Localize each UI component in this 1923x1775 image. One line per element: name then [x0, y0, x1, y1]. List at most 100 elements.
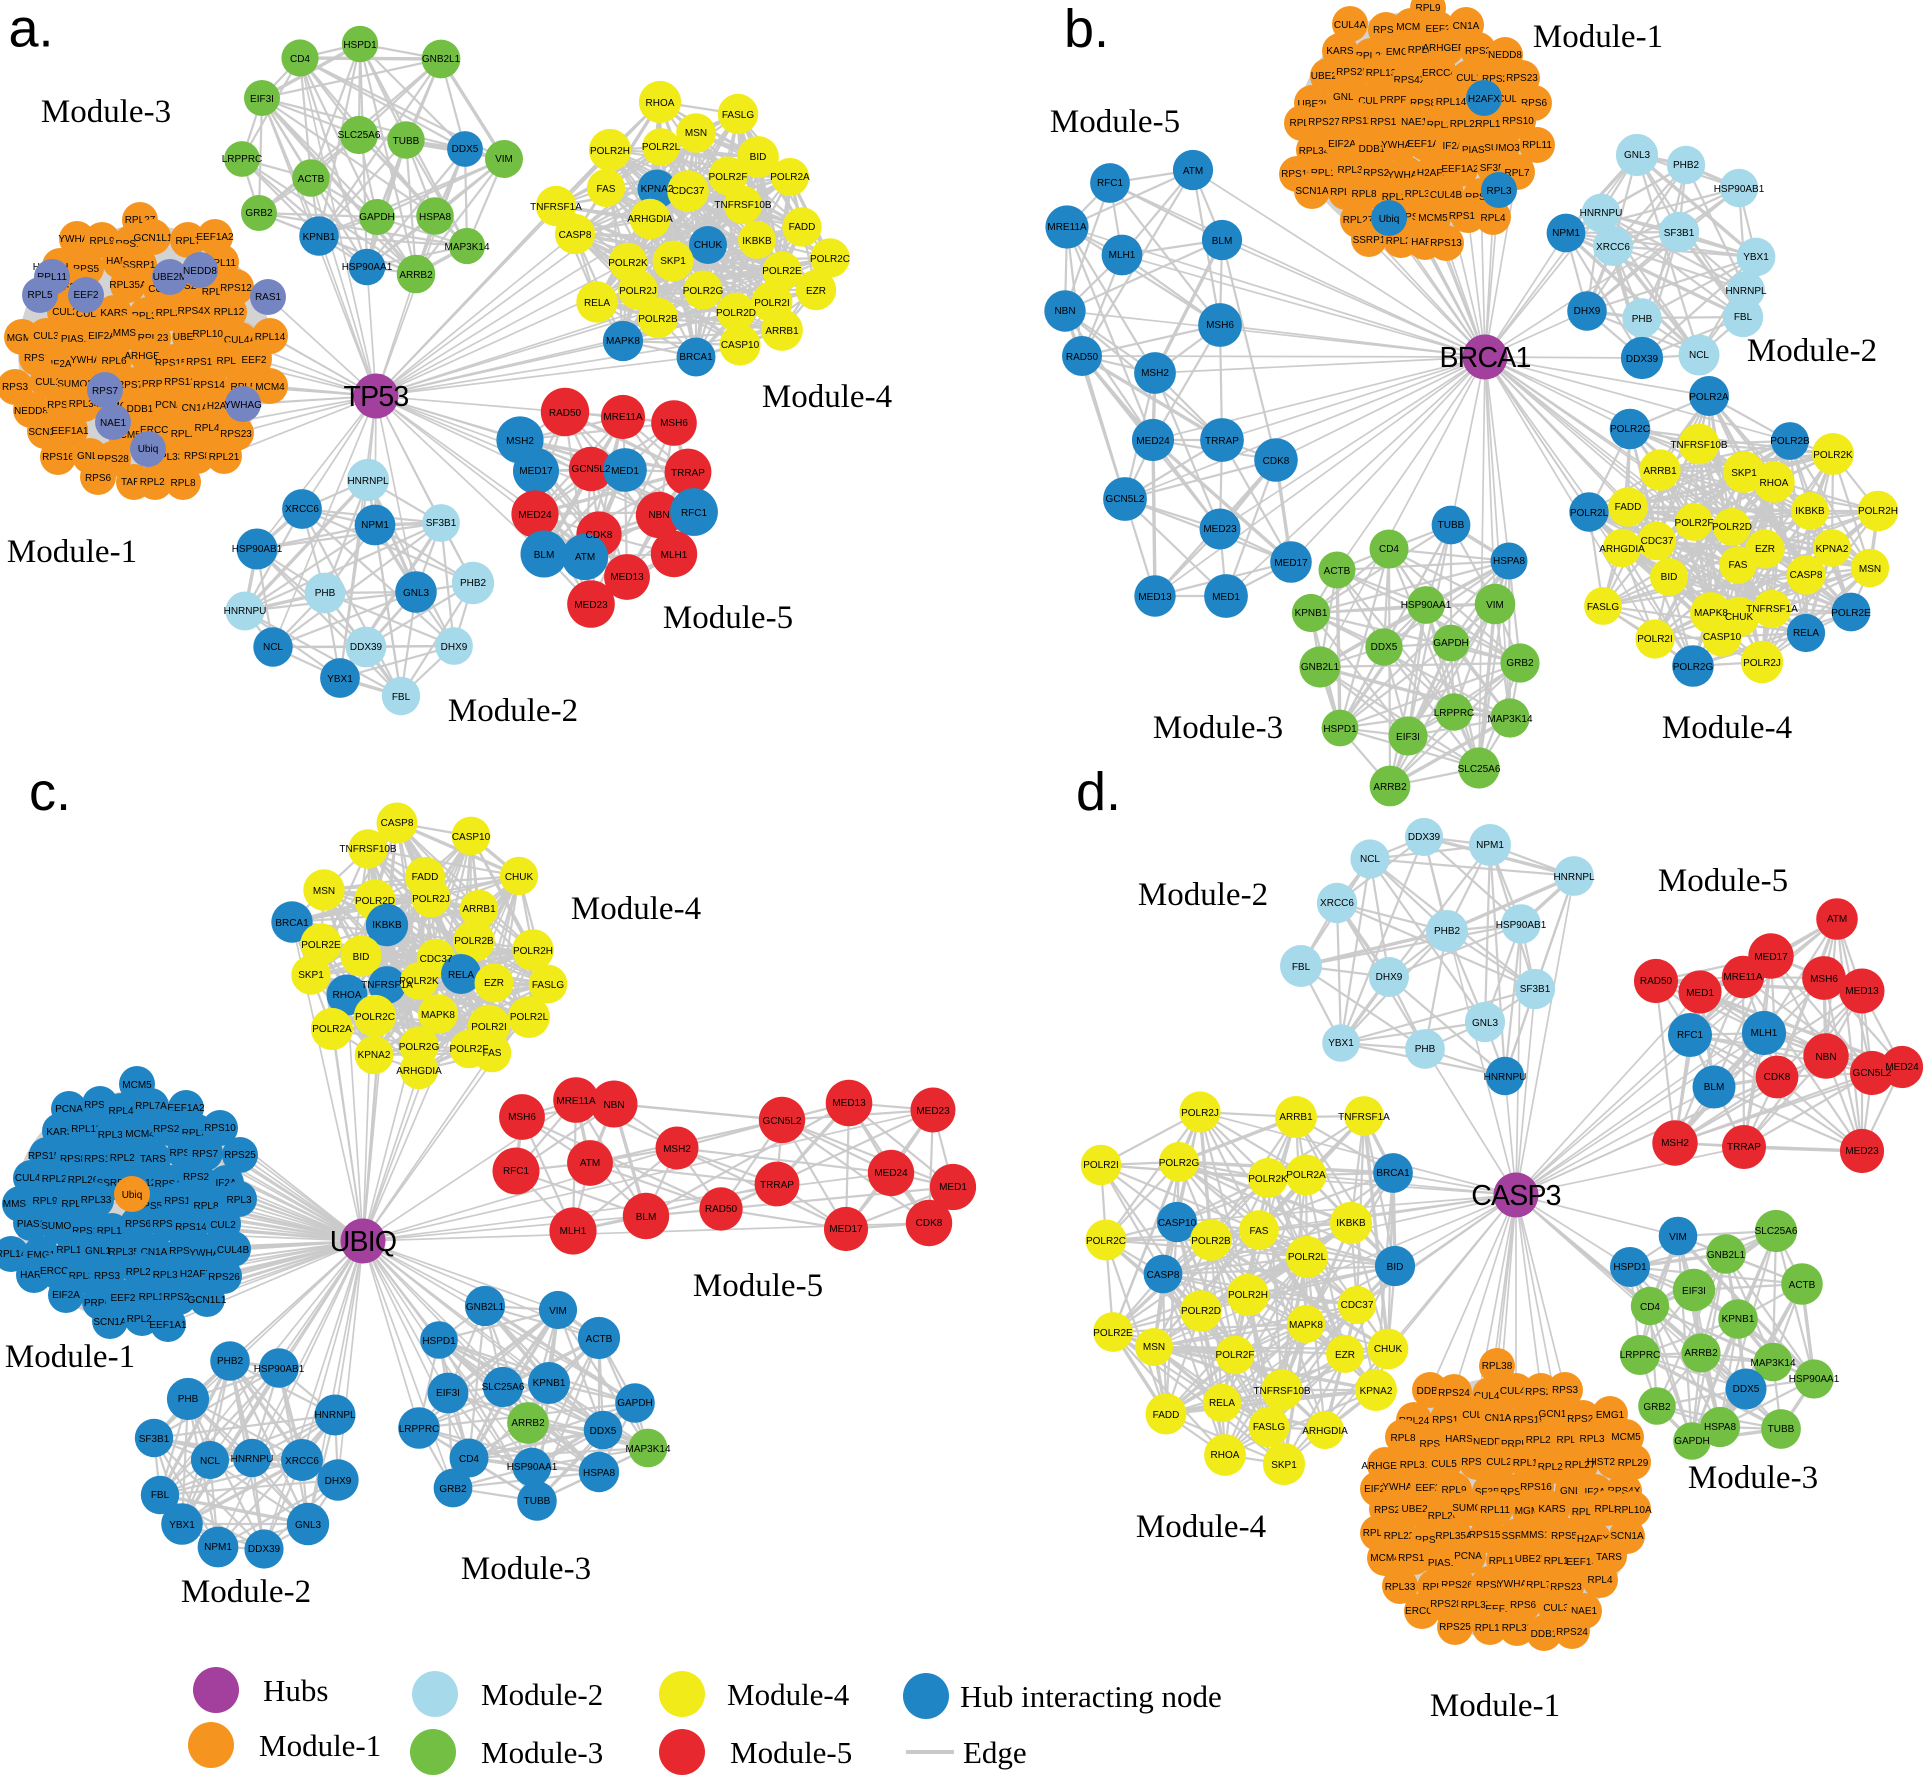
svg-text:RPL6: RPL6: [101, 356, 126, 367]
svg-text:MAP3K14: MAP3K14: [1487, 714, 1532, 725]
svg-text:POLR2B: POLR2B: [1191, 1236, 1231, 1247]
svg-text:RPS25: RPS25: [1336, 67, 1368, 78]
svg-text:MED1: MED1: [611, 466, 639, 477]
svg-text:RPL29: RPL29: [171, 429, 202, 440]
svg-text:RPS11: RPS11: [1420, 1439, 1451, 1450]
svg-text:RPL13: RPL13: [139, 1292, 170, 1303]
svg-text:FBL: FBL: [392, 692, 411, 703]
svg-text:CDK8: CDK8: [1764, 1072, 1791, 1083]
svg-text:POLR2G: POLR2G: [1159, 1158, 1200, 1169]
svg-text:POLR2L: POLR2L: [510, 1012, 549, 1023]
svg-text:POLR2L: POLR2L: [1570, 508, 1609, 519]
svg-text:NCL: NCL: [200, 1456, 220, 1467]
svg-text:DHX9: DHX9: [441, 642, 468, 653]
svg-text:CASP3: CASP3: [1471, 1180, 1560, 1212]
svg-text:MED13: MED13: [1845, 986, 1879, 997]
svg-text:SCN1A: SCN1A: [1295, 186, 1329, 197]
svg-text:YBX1: YBX1: [327, 674, 353, 685]
svg-text:RFC1: RFC1: [681, 508, 708, 519]
svg-text:CUL4A: CUL4A: [15, 1173, 48, 1184]
svg-text:d.: d.: [1076, 762, 1121, 822]
svg-text:FBL: FBL: [151, 1490, 170, 1501]
svg-text:HSP90AA1: HSP90AA1: [342, 262, 393, 273]
svg-text:RPL11: RPL11: [1480, 1505, 1510, 1516]
svg-text:RPL38: RPL38: [69, 1271, 100, 1282]
svg-text:ERCC4: ERCC4: [40, 1266, 74, 1277]
svg-text:RPL35A: RPL35A: [108, 1247, 146, 1258]
svg-text:RPL30: RPL30: [1363, 1528, 1394, 1539]
svg-text:RPS7: RPS7: [1398, 212, 1425, 223]
svg-text:POLR2D: POLR2D: [1712, 522, 1752, 533]
svg-text:c.: c.: [29, 762, 71, 822]
svg-text:HARS: HARS: [1445, 1434, 1473, 1445]
svg-text:RPL7: RPL7: [175, 236, 200, 247]
svg-text:RFC1: RFC1: [1097, 178, 1124, 189]
svg-text:KARS: KARS: [1326, 46, 1354, 57]
svg-text:GRB2: GRB2: [1643, 1402, 1671, 1413]
svg-text:RPS24: RPS24: [1438, 1388, 1470, 1399]
svg-text:HSPD1: HSPD1: [343, 40, 377, 51]
svg-text:Module-4: Module-4: [727, 1677, 850, 1712]
svg-text:GCN5L2: GCN5L2: [763, 1116, 802, 1127]
svg-text:EEF1A1: EEF1A1: [51, 426, 89, 437]
svg-text:RELA: RELA: [584, 298, 610, 309]
svg-text:CASP8: CASP8: [1790, 570, 1823, 581]
svg-text:RPS3: RPS3: [94, 1271, 121, 1282]
svg-text:POLR2H: POLR2H: [590, 146, 630, 157]
svg-text:RPL34: RPL34: [1572, 1507, 1603, 1518]
svg-text:RPS2: RPS2: [1482, 74, 1509, 85]
svg-text:a.: a.: [9, 0, 54, 59]
svg-text:RPL11: RPL11: [206, 258, 236, 269]
svg-text:BRCA1: BRCA1: [275, 918, 309, 929]
svg-text:MSH2: MSH2: [663, 1144, 691, 1155]
svg-text:MED17: MED17: [1274, 558, 1308, 569]
svg-text:RPS7: RPS7: [1415, 1535, 1442, 1546]
svg-text:RPS25: RPS25: [224, 1150, 256, 1161]
svg-text:HSPD1: HSPD1: [422, 1336, 456, 1347]
svg-text:H2AFX: H2AFX: [1577, 1534, 1610, 1545]
svg-text:Module-2: Module-2: [481, 1677, 603, 1712]
svg-text:RAD50: RAD50: [705, 1204, 738, 1215]
svg-text:XRCC6: XRCC6: [285, 1456, 319, 1467]
svg-text:LRPPRC: LRPPRC: [1434, 708, 1475, 719]
svg-text:CN1A: CN1A: [1453, 21, 1480, 32]
svg-text:DDX5: DDX5: [1733, 1384, 1760, 1395]
svg-text:BLM: BLM: [1704, 1082, 1725, 1093]
svg-text:HNRNPL: HNRNPL: [1725, 286, 1767, 297]
svg-text:Ubiq: Ubiq: [1379, 214, 1400, 225]
svg-text:RPL23: RPL23: [1526, 1435, 1557, 1446]
svg-text:TNFRSF1A: TNFRSF1A: [1338, 1112, 1390, 1123]
svg-text:RPL9: RPL9: [1441, 1485, 1466, 1496]
svg-text:RPL27: RPL27: [125, 215, 156, 226]
svg-text:Module-3: Module-3: [1153, 710, 1283, 746]
svg-text:ARRB1: ARRB1: [765, 326, 799, 337]
svg-text:NEDD8: NEDD8: [1473, 1437, 1507, 1448]
svg-text:PCNA: PCNA: [155, 400, 183, 411]
svg-text:SF3B1: SF3B1: [1664, 228, 1695, 239]
svg-text:RPS28: RPS28: [163, 1292, 195, 1303]
svg-text:ATM: ATM: [580, 1158, 600, 1169]
svg-text:MMS19: MMS19: [113, 328, 148, 339]
svg-text:RPS4X: RPS4X: [1608, 1486, 1641, 1497]
svg-text:RAD50: RAD50: [1640, 976, 1673, 987]
svg-text:TNFRSF10B: TNFRSF10B: [339, 844, 397, 855]
svg-text:MSH2: MSH2: [506, 436, 534, 447]
svg-text:CD4: CD4: [290, 54, 310, 65]
svg-text:CUL2: CUL2: [1486, 1457, 1512, 1468]
svg-text:Module-5: Module-5: [730, 1735, 852, 1770]
svg-text:SF3B3: SF3B3: [1480, 163, 1511, 174]
svg-text:RPS20: RPS20: [169, 1246, 201, 1257]
svg-text:RPL30: RPL30: [202, 287, 233, 298]
svg-text:TUBB: TUBB: [1768, 1424, 1795, 1435]
svg-text:XRCC6: XRCC6: [1596, 242, 1630, 253]
svg-text:RPS2: RPS2: [183, 1172, 210, 1183]
svg-text:RPS24: RPS24: [1556, 1627, 1588, 1638]
svg-text:RPS27: RPS27: [47, 400, 79, 411]
svg-text:RPS5: RPS5: [1551, 1531, 1578, 1542]
svg-text:PIAS1: PIAS1: [61, 334, 90, 345]
svg-text:DDX39: DDX39: [350, 642, 383, 653]
svg-text:RPL8: RPL8: [1390, 1433, 1415, 1444]
svg-text:PIAS1: PIAS1: [17, 1219, 46, 1230]
svg-text:H2AFX: H2AFX: [1468, 94, 1501, 105]
svg-text:PCNA: PCNA: [1454, 1551, 1482, 1562]
